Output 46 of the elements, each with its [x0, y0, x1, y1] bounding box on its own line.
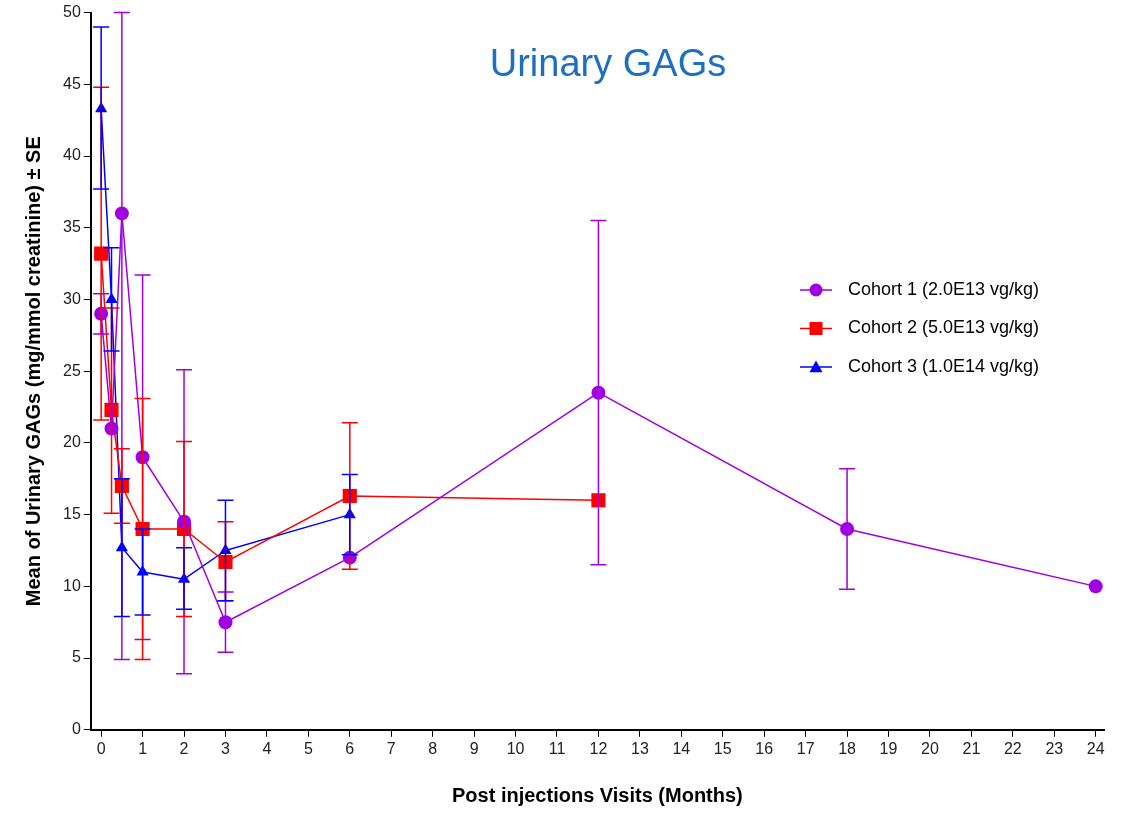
x-tick-label: 8: [428, 739, 438, 757]
point: [136, 565, 149, 576]
x-tick-label: 15: [713, 739, 732, 757]
text: Urinary GAGs: [489, 42, 727, 85]
x-tick-label: 22: [1003, 739, 1022, 757]
y-tick-label: 50: [63, 3, 81, 21]
y-tick-label: 45: [63, 74, 81, 92]
y-tick-label: 10: [63, 576, 81, 594]
y-tick-label: 5: [71, 648, 81, 666]
point: [218, 554, 233, 570]
x-tick-label: 17: [796, 739, 815, 757]
y-axis-title: Mean of Urinary GAGs (mg/mmol creatinine) ± SE: [21, 136, 44, 607]
point: [1088, 579, 1103, 594]
x-tick-label: 23: [1045, 739, 1064, 757]
x-tick-label: 18: [838, 739, 857, 757]
legend-label: Cohort 3 (1.0E14 vg/kg): [848, 355, 1040, 376]
x-tick-label: 20: [921, 739, 939, 757]
x-tick-label: 14: [672, 739, 691, 757]
x-tick-label: 19: [879, 739, 898, 757]
y-tick-label: 40: [63, 146, 81, 164]
x-tick-label: 1: [138, 739, 148, 757]
x-tick-label: 2: [179, 739, 189, 757]
legend-label: Cohort 2 (5.0E13 vg/kg): [848, 317, 1040, 338]
y-tick-label: 30: [63, 289, 81, 307]
x-tick-label: 4: [262, 739, 272, 757]
x-tick-label: 10: [506, 739, 525, 757]
y-tick-label: 25: [63, 361, 81, 379]
y-tick-label: 15: [63, 505, 81, 523]
y-tick-label: 35: [63, 218, 81, 236]
x-tick-label: 11: [548, 739, 566, 757]
x-tick-label: 9: [469, 739, 479, 757]
point: [591, 493, 606, 508]
x-tick-label: 13: [630, 739, 649, 757]
y-tick-label: 20: [63, 433, 81, 451]
x-tick-label: 24: [1086, 739, 1105, 757]
x-tick-label: 5: [303, 739, 313, 757]
x-tick-label: 7: [386, 739, 396, 757]
x-tick-label: 16: [755, 739, 774, 757]
x-tick-label: 21: [962, 739, 981, 757]
x-tick-label: 6: [345, 739, 355, 757]
x-tick-label: 12: [589, 739, 608, 757]
y-tick-label: 0: [71, 720, 81, 738]
x-tick-label: 0: [96, 739, 106, 757]
legend-label: Cohort 1 (2.0E13 vg/kg): [848, 278, 1040, 299]
x-tick-label: 3: [221, 739, 231, 757]
x-axis-title: Post injections Visits (Months): [452, 783, 743, 806]
